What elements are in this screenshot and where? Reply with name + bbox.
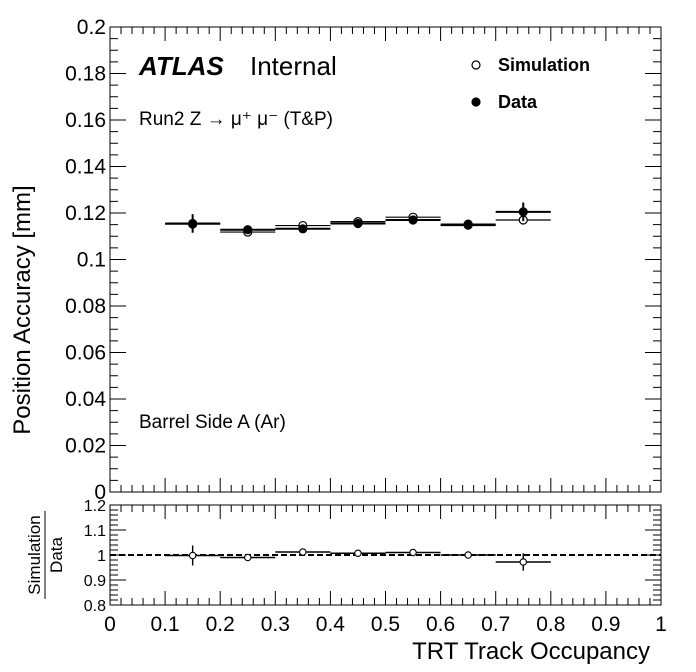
process-label: Run2 Z → μ⁺ μ⁻ (T&P) [139, 109, 333, 130]
ratio-point [354, 549, 362, 557]
ratio-point [519, 558, 527, 566]
ratio-data-points [165, 545, 551, 571]
y-tick-label: 0.02 [65, 435, 106, 458]
x-tick-labels: 0 0.1 0.2 0.3 0.4 0.5 0.6 0.7 0.8 0.9 1 [104, 613, 667, 636]
x-tick-label: 0.9 [591, 613, 620, 636]
x-tick-label: 0.6 [426, 613, 455, 636]
x-tick-label: 0.7 [481, 613, 510, 636]
x-tick-label: 0.2 [206, 613, 235, 636]
legend-data-marker [471, 97, 481, 107]
internal-label: Internal [250, 51, 337, 81]
data-point [518, 207, 528, 217]
ratio-point [409, 548, 417, 557]
y-tick-label: 0.16 [65, 109, 106, 132]
ratio-point [464, 551, 472, 559]
data-point [463, 220, 473, 230]
ratio-y-tick-label: 1.2 [84, 498, 106, 515]
x-tick-label: 0.1 [150, 613, 179, 636]
ratio-y-tick-label: 0.8 [84, 598, 106, 615]
y-tick-label: 0.14 [65, 156, 106, 179]
y-tick-label: 0.18 [65, 63, 106, 86]
data-point [188, 218, 198, 229]
main-axis-ticks [109, 26, 662, 493]
ratio-y-tick-labels: 0.8 0.9 1 1.1 1.2 [84, 498, 106, 615]
x-tick-label: 1 [655, 613, 667, 636]
ratio-y-numerator: Simulation [25, 515, 44, 594]
region-label: Barrel Side A (Ar) [139, 412, 286, 433]
legend-simulation-marker [471, 60, 481, 70]
y-tick-label: 0.12 [65, 202, 106, 225]
x-axis-label: TRT Track Occupancy [412, 638, 650, 665]
main-data-points [165, 202, 551, 237]
data-point [353, 218, 363, 229]
ratio-y-axis-label: Simulation Data [25, 511, 66, 599]
ratio-y-tick-label: 0.9 [84, 573, 106, 590]
y-tick-label: 0.2 [77, 16, 106, 39]
atlas-label: ATLAS [138, 51, 224, 81]
y-tick-label: 0.08 [65, 295, 106, 318]
legend-data-label: Data [498, 92, 538, 112]
x-tick-label: 0.5 [371, 613, 400, 636]
main-y-tick-labels: 0 0.02 0.04 0.06 0.08 0.1 0.12 0.14 0.16 0.18 0.2 [65, 16, 106, 504]
legend: Simulation Data [471, 55, 590, 112]
ratio-point [244, 553, 252, 562]
x-tick-label: 0.3 [261, 613, 290, 636]
ratio-point [299, 548, 307, 556]
ratio-y-tick-label: 1.1 [84, 523, 106, 540]
ratio-y-tick-label: 1 [97, 548, 106, 565]
ratio-y-denominator: Data [47, 537, 66, 573]
x-tick-label: 0.8 [536, 613, 565, 636]
y-tick-label: 0.1 [77, 249, 106, 272]
y-tick-label: 0.06 [65, 342, 106, 365]
data-point [298, 224, 308, 234]
legend-simulation-label: Simulation [498, 55, 590, 75]
x-tick-label: 0.4 [316, 613, 346, 636]
y-axis-label: Position Accuracy [mm] [9, 185, 36, 434]
data-point [408, 215, 418, 225]
y-tick-label: 0 [94, 481, 106, 504]
data-point [243, 225, 253, 235]
x-tick-label: 0 [104, 613, 116, 636]
ratio-point [188, 551, 197, 560]
y-tick-label: 0.04 [65, 388, 106, 411]
